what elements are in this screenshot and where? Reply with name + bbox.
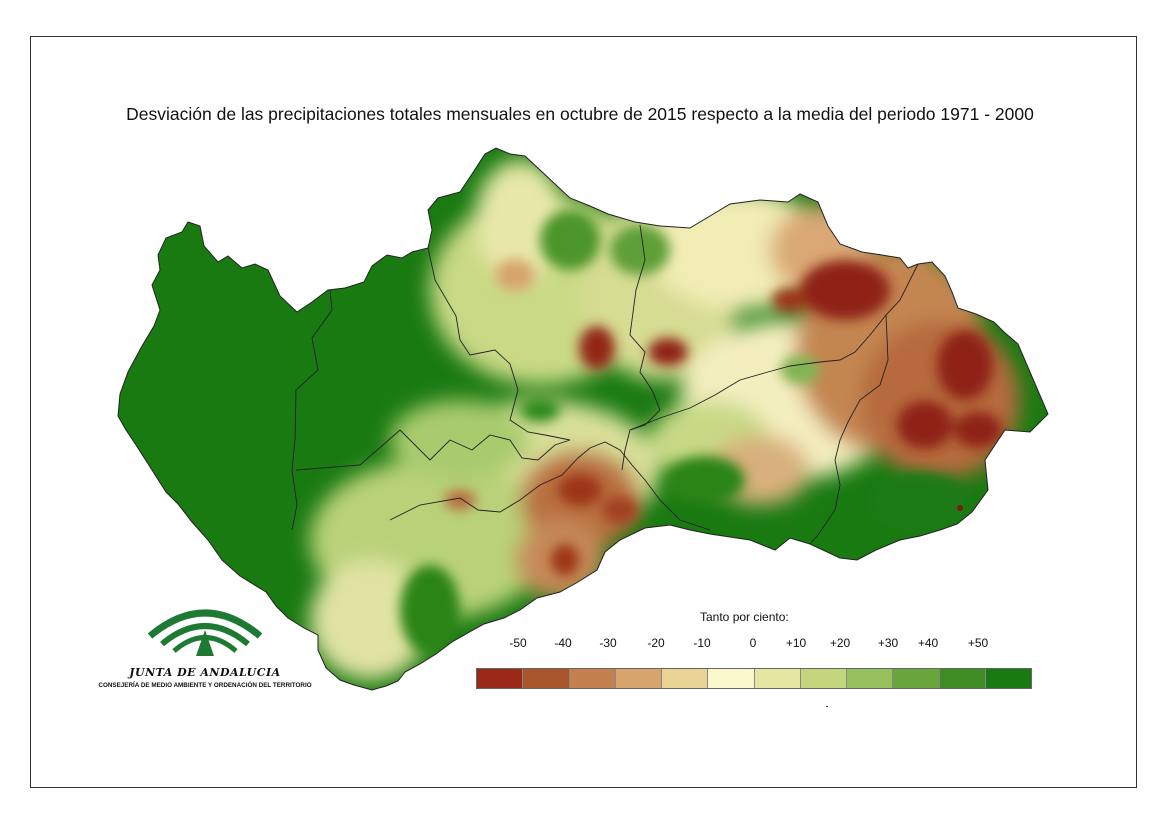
- legend-swatch: [708, 669, 755, 688]
- legend-label: -10: [693, 636, 711, 650]
- legend-label: +10: [785, 636, 807, 650]
- legend-label: +30: [877, 636, 899, 650]
- junta-logo-subtitle: CONSEJERÍA DE MEDIO AMBIENTE Y ORDENACIÓ…: [98, 682, 312, 689]
- junta-logo-name: JUNTA DE ANDALUCIA: [129, 666, 281, 679]
- legend-title: Tanto por ciento:: [700, 610, 789, 624]
- legend-swatch: [662, 669, 709, 688]
- legend-label: -40: [554, 636, 572, 650]
- junta-emblem-icon: [147, 609, 263, 656]
- legend-label: 0: [749, 636, 757, 650]
- legend-swatch: [523, 669, 570, 688]
- legend-labels: -50 -40 -30 -20 -10 0 +10 +20 +30 +40 +5…: [476, 636, 1036, 652]
- map-frame: [30, 36, 1137, 788]
- province-boundaries: [291, 224, 919, 545]
- stray-mark: [826, 706, 828, 707]
- legend-swatch: [800, 669, 847, 688]
- legend-swatch: [847, 669, 894, 688]
- andalusia-map: [117, 147, 1049, 691]
- legend-swatch: [985, 669, 1031, 688]
- legend-swatch: [477, 669, 524, 688]
- legend-swatch: [569, 669, 616, 688]
- map-title: Desviación de las precipitaciones totale…: [126, 104, 1034, 124]
- legend-label: +50: [967, 636, 989, 650]
- legend-swatch: [754, 669, 801, 688]
- legend-label: +20: [829, 636, 851, 650]
- junta-logo: JUNTA DE ANDALUCIA CONSEJERÍA DE MEDIO A…: [90, 598, 320, 698]
- legend-label: -20: [647, 636, 665, 650]
- legend-swatch: [893, 669, 940, 688]
- legend-label: -50: [509, 636, 527, 650]
- legend-color-bar: [476, 668, 1032, 689]
- legend-label: +40: [917, 636, 939, 650]
- legend-swatch: [939, 669, 986, 688]
- legend-swatch: [615, 669, 662, 688]
- legend-label: -30: [599, 636, 617, 650]
